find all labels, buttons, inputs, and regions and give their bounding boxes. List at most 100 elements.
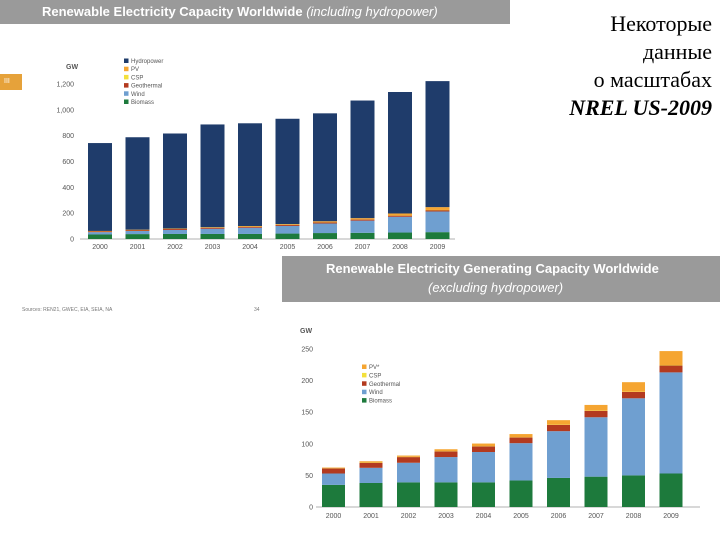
- chart1-title-bar: Renewable Electricity Capacity Worldwide…: [0, 0, 510, 24]
- chart2-bar-geothermal: [659, 365, 683, 373]
- chart2-bar-pv: [547, 420, 570, 425]
- chart1-y-tick: 0: [70, 237, 74, 244]
- chart2-x-tick: 2007: [588, 513, 604, 520]
- chart2-bar-geothermal: [622, 391, 645, 399]
- chart2-x-tick: 2006: [551, 513, 567, 520]
- chart1-bar-pv: [425, 207, 450, 210]
- chart1-bar-wind: [125, 230, 150, 235]
- chart1-bar-geothermal: [425, 210, 450, 212]
- section-tab: III: [0, 74, 22, 90]
- chart1-bar-biomass: [388, 232, 412, 239]
- chart1-bar-hydropower: [200, 124, 225, 228]
- chart2-y-tick: 50: [305, 473, 313, 480]
- side-caption-line-1: Некоторые: [610, 11, 712, 36]
- chart2-bar-biomass: [622, 475, 645, 507]
- chart1-bar-geothermal: [313, 222, 337, 224]
- chart1-bar-pv: [238, 226, 262, 227]
- chart1-bar-hydropower: [425, 81, 450, 208]
- chart2-y-tick: 200: [301, 378, 313, 385]
- chart2-bar-biomass: [509, 480, 533, 507]
- chart1-legend-swatch: [124, 74, 129, 80]
- chart2-legend-swatch: [362, 381, 367, 386]
- chart1-bar-biomass: [350, 232, 375, 239]
- chart2-bar-biomass: [322, 484, 345, 507]
- chart1-bar-wind: [200, 228, 225, 234]
- chart1-plot: GW 0 200 400 600 800 1,000 1,200 2000 2001 2002 200…: [56, 58, 455, 251]
- chart1-bar-biomass: [275, 233, 300, 239]
- chart1-title: Renewable Electricity Capacity Worldwide: [42, 4, 303, 19]
- chart1-bar-hydropower: [163, 133, 187, 229]
- chart1-bar-wind: [313, 223, 337, 234]
- chart2-y-unit: GW: [300, 328, 312, 335]
- chart2-x-tick: 2000: [326, 513, 342, 520]
- chart2-bar-wind: [509, 443, 533, 481]
- chart2-bar-geothermal: [397, 457, 420, 463]
- chart2-bar-wind: [322, 473, 345, 485]
- chart1-bar-wind: [275, 225, 300, 234]
- chart1-bar-biomass: [88, 234, 112, 239]
- chart2-title: Renewable Electricity Generating Capacit…: [326, 261, 659, 276]
- side-caption-source: NREL US-2009: [569, 95, 712, 120]
- chart2-title-bar: Renewable Electricity Generating Capacit…: [282, 256, 720, 302]
- chart2-bar-wind: [434, 457, 458, 483]
- chart1-bar-geothermal: [388, 215, 412, 217]
- chart2-bar-geothermal: [434, 451, 458, 458]
- chart1-bar-geothermal: [275, 224, 300, 226]
- chart2-y-tick: 150: [301, 410, 313, 417]
- chart1-y-tick: 400: [62, 185, 74, 192]
- chart1-x-tick: 2004: [242, 244, 258, 251]
- chart2-bar-geothermal: [547, 424, 570, 432]
- chart2-legend-label: Wind: [369, 390, 383, 396]
- chart1-legend-swatch: [124, 83, 129, 88]
- chart2-bar-biomass: [397, 482, 420, 507]
- chart1-y-tick: 600: [62, 159, 74, 166]
- chart1-bar-hydropower: [88, 143, 112, 231]
- chart1-bar-hydropower: [275, 118, 300, 225]
- chart2-legend-label: Biomass: [369, 399, 392, 405]
- chart2-legend-label: Geothermal: [369, 382, 400, 388]
- chart2-title-suffix: (excluding hydropower): [428, 280, 564, 295]
- chart1-bar-geothermal: [163, 228, 187, 230]
- chart1-bar-hydropower: [313, 113, 337, 222]
- side-caption-line-2: данные: [642, 39, 712, 64]
- chart2-x-tick: 2009: [663, 513, 679, 520]
- chart2-bar-biomass: [434, 482, 458, 507]
- chart1-legend-label: PV: [131, 67, 139, 73]
- chart1-y-tick: 200: [62, 211, 74, 218]
- side-caption: Некоторые данные о масштабах NREL US-200…: [569, 10, 712, 122]
- chart1-legend-swatch: [124, 58, 129, 63]
- chart2-legend-swatch: [362, 364, 367, 369]
- chart2-bar-pv: [397, 455, 420, 457]
- chart1-bar-hydropower: [125, 137, 150, 230]
- chart2-bar-geothermal: [472, 446, 495, 453]
- chart1-bar-wind: [163, 229, 187, 234]
- page-number: 34: [254, 307, 260, 313]
- chart2-legend-label: CSP: [369, 373, 381, 379]
- chart2-bar-geothermal: [584, 410, 608, 418]
- side-caption-line-3: о масштабах: [593, 67, 712, 92]
- chart1-legend-label: Hydropower: [131, 59, 163, 65]
- chart2-bar-biomass: [472, 482, 495, 507]
- chart1-legend-swatch: [124, 66, 129, 72]
- chart1-x-tick: 2000: [92, 244, 108, 251]
- chart1-legend-label: CSP: [131, 75, 143, 81]
- chart2-bar-biomass: [547, 477, 570, 507]
- chart1-bar-biomass: [238, 233, 262, 239]
- chart2-legend-swatch: [362, 398, 367, 403]
- chart1-bar-wind: [388, 216, 412, 233]
- chart1-y-tick: 1,200: [56, 81, 74, 88]
- chart1-bar-pv: [275, 224, 300, 225]
- chart2-x-tick: 2005: [513, 513, 529, 520]
- chart2-bar-pv: [472, 443, 495, 447]
- chart2-bar-wind: [547, 431, 570, 478]
- chart1-title-suffix: (including hydropower): [306, 4, 438, 19]
- chart2-bar-pv: [359, 461, 383, 463]
- chart1-x-tick: 2006: [317, 244, 333, 251]
- chart2-x-tick: 2001: [363, 513, 379, 520]
- chart1-x-tick: 2001: [130, 244, 146, 251]
- chart1-x-tick: 2008: [392, 244, 408, 251]
- chart1-bar-geothermal: [125, 229, 150, 231]
- chart1-bar-biomass: [200, 233, 225, 239]
- chart1-x-tick: 2007: [355, 244, 371, 251]
